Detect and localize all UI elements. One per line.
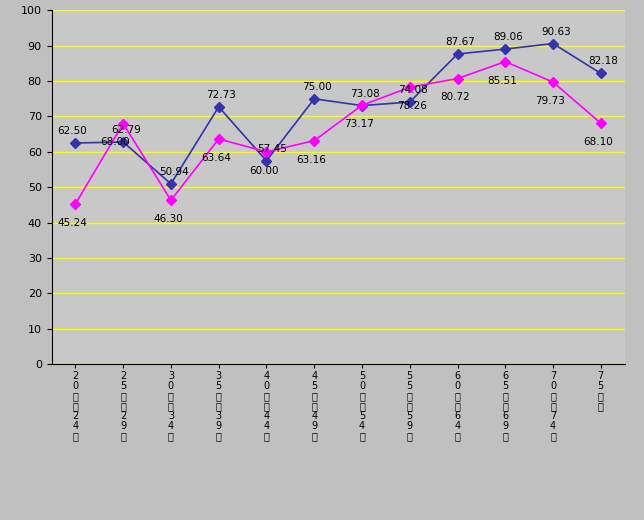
- Text: 73.17: 73.17: [345, 119, 374, 129]
- Text: 63.16: 63.16: [296, 154, 327, 164]
- Text: 57.45: 57.45: [257, 144, 287, 154]
- Text: 79.73: 79.73: [535, 96, 565, 106]
- Text: 72.73: 72.73: [207, 90, 236, 100]
- Text: 80.72: 80.72: [440, 93, 469, 102]
- Text: 62.79: 62.79: [111, 125, 141, 135]
- Text: 90.63: 90.63: [541, 27, 571, 36]
- Text: 73.08: 73.08: [350, 88, 379, 99]
- Text: 45.24: 45.24: [58, 218, 88, 228]
- Text: 87.67: 87.67: [446, 37, 475, 47]
- Text: 63.64: 63.64: [201, 153, 231, 163]
- Text: 89.06: 89.06: [493, 32, 523, 42]
- Text: 75.00: 75.00: [302, 82, 332, 92]
- Text: 46.30: 46.30: [153, 214, 183, 224]
- Text: 85.51: 85.51: [488, 75, 517, 85]
- Text: 68.00: 68.00: [100, 137, 129, 148]
- Text: 82.18: 82.18: [589, 57, 618, 67]
- Text: 68.10: 68.10: [583, 137, 613, 147]
- Text: 78.26: 78.26: [397, 101, 428, 111]
- Text: 50.94: 50.94: [159, 167, 189, 177]
- Text: 60.00: 60.00: [249, 166, 278, 176]
- Text: 74.08: 74.08: [397, 85, 428, 95]
- Text: 62.50: 62.50: [58, 126, 88, 136]
